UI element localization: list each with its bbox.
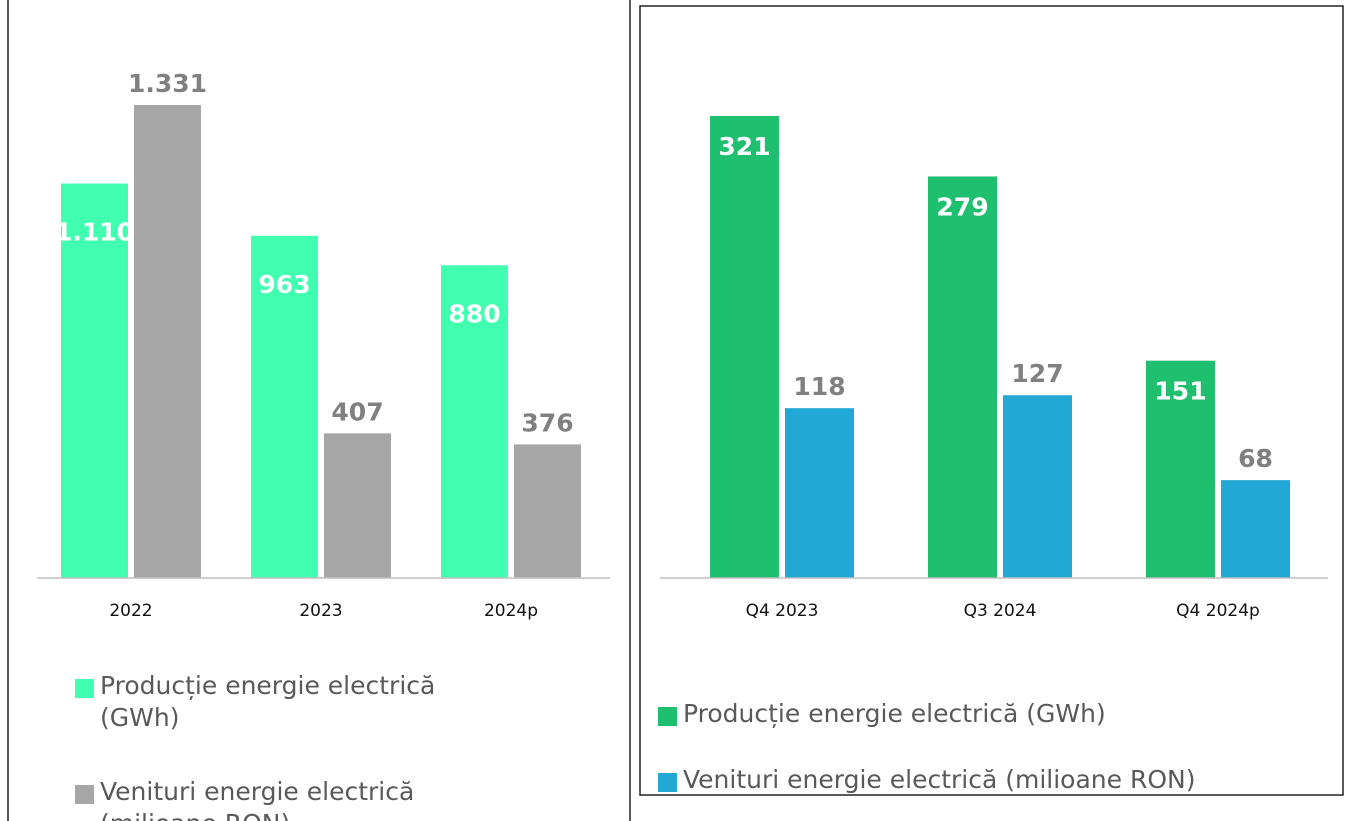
x-tick-label: 2023 [299,601,342,621]
value-label: 127 [1011,359,1063,388]
bar [324,433,391,578]
legend-item: Producție energie electrică (GWh) [75,670,515,734]
value-label: 321 [718,132,770,161]
bar [785,408,854,578]
bar [1221,480,1290,578]
bar [251,235,318,578]
left-panel [7,0,631,821]
bar [441,265,508,578]
bar [514,444,581,578]
x-tick-label: 2022 [109,601,152,621]
legend-label: Producție energie electrică (GWh) [683,699,1106,728]
value-label: 118 [793,372,845,401]
bar [710,116,779,578]
legend-label: Venituri energie electrică (milioane RON… [100,777,415,821]
legend-swatch [658,773,677,792]
value-label: 1.110 [55,218,134,247]
legend-label: Venituri energie electrică (milioane RON… [683,765,1196,794]
x-tick-label: 2024p [484,601,538,621]
legend-swatch [75,679,94,698]
bar [928,176,997,578]
legend-swatch [75,785,94,804]
x-tick-label: Q4 2024p [1176,601,1260,621]
legend-item: Venituri energie electrică (milioane RON… [658,764,1338,796]
bar [1146,360,1215,578]
value-label: 151 [1154,377,1206,406]
legend-item: Producție energie electrică (GWh) [658,698,1338,730]
legend-swatch [658,707,677,726]
legend: Producție energie electrică (GWh) Venitur… [658,698,1338,796]
legend: Producție energie electrică (GWh) Venitur… [75,670,515,821]
value-label: 880 [448,299,500,328]
right-panel [639,5,1344,796]
value-label: 68 [1238,444,1273,473]
bar [1003,395,1072,578]
bar [61,183,128,579]
value-label: 376 [521,408,573,437]
legend-label: Producție energie electrică (GWh) [100,671,436,732]
legend-item: Venituri energie electrică (milioane RON… [75,776,515,821]
value-label: 963 [258,270,310,299]
x-tick-label: Q4 2023 [746,601,819,621]
bar [134,105,201,578]
value-label: 407 [331,397,383,426]
x-tick-label: Q3 2024 [964,601,1037,621]
value-label: 279 [936,192,988,221]
value-label: 1.331 [128,69,207,98]
